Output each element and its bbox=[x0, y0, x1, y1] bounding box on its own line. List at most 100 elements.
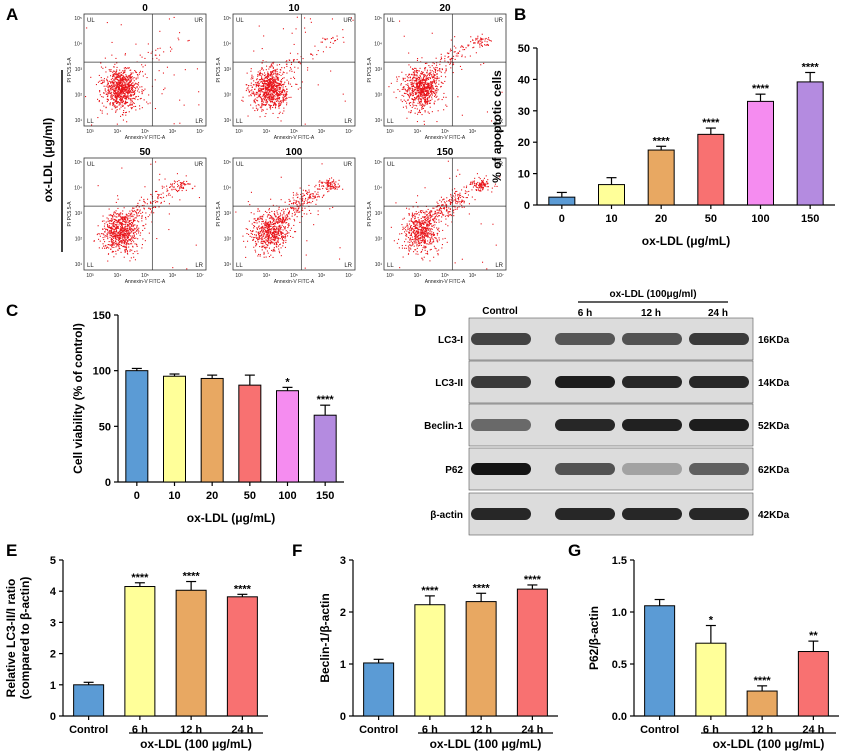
flow-dot bbox=[436, 92, 438, 94]
flow-dot bbox=[285, 236, 287, 238]
flow-dot bbox=[277, 233, 279, 235]
flow-dot bbox=[423, 123, 425, 125]
flow-dot bbox=[117, 249, 119, 251]
flow-dot bbox=[272, 204, 274, 206]
flow-dot bbox=[117, 95, 119, 97]
flow-dot bbox=[431, 228, 433, 230]
flow-dot bbox=[119, 241, 121, 243]
flow-dot bbox=[114, 63, 116, 65]
flow-dot bbox=[130, 99, 132, 101]
flow-dot bbox=[422, 231, 424, 233]
flow-dot bbox=[119, 83, 121, 85]
flow-dot bbox=[297, 194, 299, 196]
flow-dot bbox=[139, 199, 141, 201]
flow-dot bbox=[131, 238, 133, 240]
flow-dot bbox=[180, 186, 182, 188]
flow-dot bbox=[307, 197, 309, 199]
flow-dot bbox=[265, 80, 267, 82]
flow-dot bbox=[121, 217, 123, 219]
flow-dot bbox=[115, 222, 117, 224]
flow-dot bbox=[109, 233, 111, 235]
flow-dot bbox=[408, 97, 410, 99]
flow-dot bbox=[129, 74, 131, 76]
flow-dot bbox=[103, 78, 105, 80]
flow-dot bbox=[178, 39, 180, 41]
flow-dot bbox=[255, 105, 257, 107]
flow-dot bbox=[266, 88, 268, 90]
flow-dot bbox=[266, 223, 268, 225]
flow-dot bbox=[426, 103, 428, 105]
flow-dot bbox=[130, 94, 132, 96]
flow-dot bbox=[270, 81, 272, 83]
flow-dot bbox=[423, 97, 425, 99]
flow-dot bbox=[108, 247, 110, 249]
flow-dot bbox=[125, 221, 127, 223]
flow-dot bbox=[115, 227, 117, 229]
flow-dot bbox=[421, 79, 423, 81]
flow-dot bbox=[250, 82, 252, 84]
flow-dot bbox=[445, 65, 447, 67]
flow-plot-frame bbox=[83, 13, 207, 127]
flow-dot bbox=[119, 91, 121, 93]
flow-dot bbox=[420, 94, 422, 96]
flow-dot bbox=[337, 186, 339, 188]
flow-dot bbox=[119, 79, 121, 81]
flow-dot bbox=[124, 72, 126, 74]
flow-dot bbox=[122, 97, 124, 99]
flow-dot bbox=[416, 96, 418, 98]
flow-dot bbox=[399, 267, 401, 269]
flow-dot bbox=[419, 101, 421, 103]
flow-dot bbox=[128, 67, 130, 69]
flow-dot bbox=[127, 221, 129, 223]
flow-dot bbox=[124, 95, 126, 97]
flow-dot bbox=[270, 78, 272, 80]
flow-dot bbox=[270, 84, 272, 86]
flow-dot bbox=[486, 41, 488, 43]
flow-dot bbox=[437, 89, 439, 91]
flow-dot bbox=[435, 93, 437, 95]
flow-dot bbox=[120, 74, 122, 76]
flow-dot bbox=[265, 231, 267, 233]
flow-dot bbox=[272, 80, 274, 82]
flow-dot bbox=[422, 84, 424, 86]
flow-dot bbox=[428, 85, 430, 87]
flow-dot bbox=[112, 223, 114, 225]
flow-dot bbox=[124, 70, 126, 72]
x-tick-label: 10⁵ bbox=[290, 273, 298, 279]
flow-dot bbox=[278, 94, 280, 96]
flow-dot bbox=[409, 247, 411, 249]
flow-dot bbox=[424, 82, 426, 84]
flow-dot bbox=[266, 89, 268, 91]
flow-dot bbox=[408, 103, 410, 105]
flow-dot bbox=[128, 79, 130, 81]
flow-dot bbox=[112, 79, 114, 81]
flow-dot bbox=[179, 186, 181, 188]
flow-dot bbox=[254, 225, 256, 227]
flow-dot bbox=[405, 74, 407, 76]
flow-dot bbox=[122, 89, 124, 91]
flow-dot bbox=[129, 103, 131, 105]
flow-dot bbox=[115, 57, 117, 59]
flow-dot bbox=[430, 81, 432, 83]
flow-dot bbox=[277, 79, 279, 81]
flow-dot bbox=[113, 66, 115, 68]
flow-dot bbox=[262, 69, 264, 71]
flow-dot bbox=[282, 218, 284, 220]
flow-dot bbox=[445, 104, 447, 106]
flow-dot bbox=[270, 234, 272, 236]
flow-dot bbox=[479, 182, 481, 184]
flow-dot bbox=[302, 199, 304, 201]
y-tick-label: 10³ bbox=[375, 67, 383, 73]
flow-dot bbox=[133, 91, 135, 93]
flow-dot bbox=[268, 91, 270, 93]
flow-dot bbox=[116, 83, 118, 85]
flow-dot bbox=[153, 212, 155, 214]
flow-dot bbox=[265, 248, 267, 250]
flow-dot bbox=[266, 92, 268, 94]
flow-dot bbox=[429, 241, 431, 243]
flow-dot bbox=[423, 228, 425, 230]
flow-dot bbox=[106, 84, 108, 86]
flow-dot bbox=[254, 234, 256, 236]
flow-dot bbox=[419, 104, 421, 106]
flow-dot bbox=[423, 222, 425, 224]
